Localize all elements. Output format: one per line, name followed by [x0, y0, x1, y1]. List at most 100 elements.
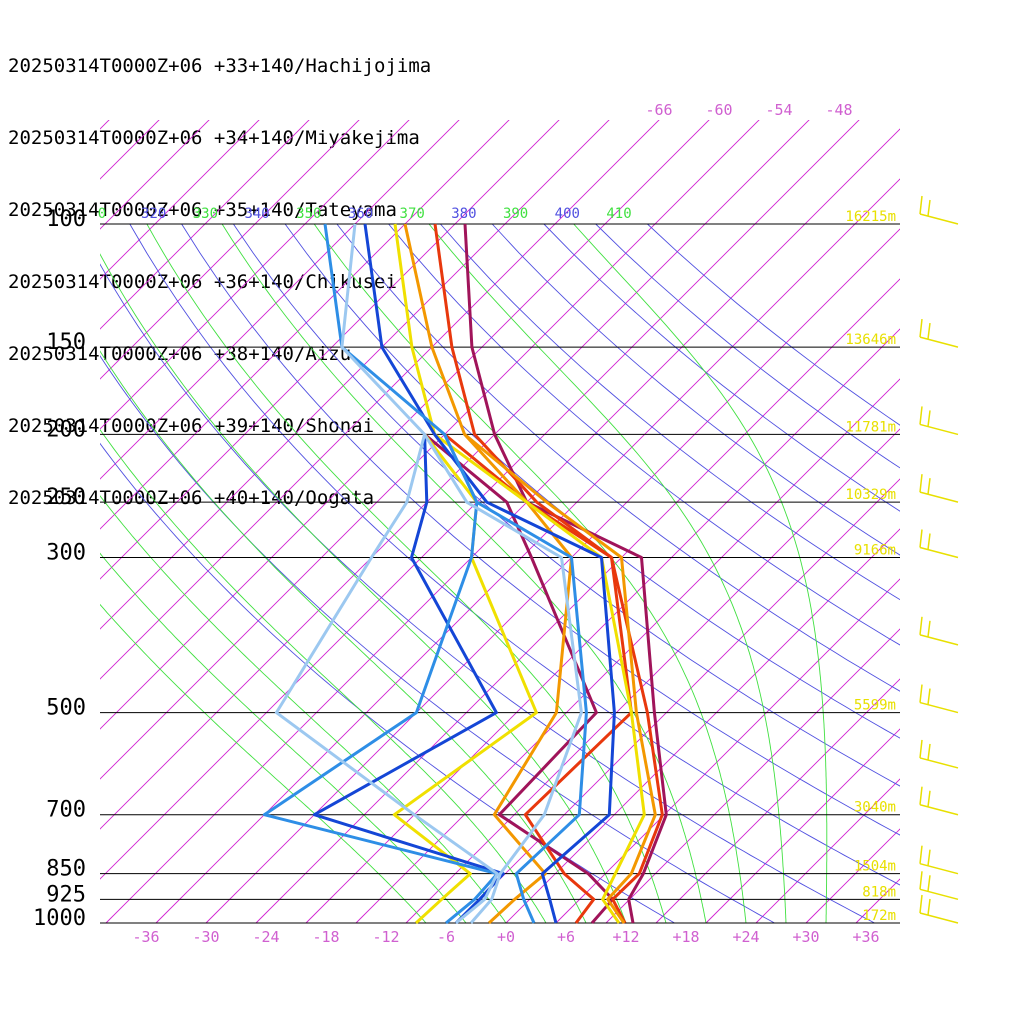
isotherm-line: [100, 120, 810, 830]
pressure-label: 500: [46, 696, 86, 721]
wind-barb-flag: [919, 195, 923, 215]
height-label: 818m: [862, 884, 896, 900]
theta-label: 390: [503, 206, 528, 222]
theta-label: 380: [451, 206, 476, 222]
wind-barb: [919, 546, 959, 559]
wind-barb-flag: [927, 898, 931, 916]
wind-barb-flag: [919, 845, 923, 864]
temperature-tick-label: +18: [672, 928, 699, 946]
wind-barb-flag: [919, 684, 923, 703]
isotherm-line: [205, 228, 900, 924]
temperature-profile-line: [403, 223, 657, 924]
wind-barb-flag: [919, 616, 923, 635]
theta-label: 330: [193, 206, 218, 222]
wind-barb-flag: [919, 529, 923, 548]
isotherm-line: [655, 678, 900, 924]
wind-barb-flag: [919, 894, 923, 914]
wind-barb-flag: [919, 474, 923, 493]
wind-barb-flag: [927, 849, 931, 866]
dewpoint-profile-line: [262, 433, 499, 924]
isotherm-line: [100, 120, 410, 430]
temperature-tick-label: -6: [437, 928, 455, 946]
isotherm-line: [805, 828, 900, 924]
isotherm-label: -60: [705, 101, 732, 119]
isotherm-line: [255, 278, 900, 924]
isotherm-line: [705, 728, 900, 924]
isotherm-label: -48: [825, 101, 852, 119]
isotherm-line: [100, 120, 710, 730]
temperature-profile-line: [463, 223, 668, 924]
temperature-profile-line: [340, 223, 583, 924]
isotherm-line: [100, 120, 860, 880]
isotherm-line: [100, 120, 610, 630]
wind-barb: [919, 757, 959, 769]
pressure-label: 700: [46, 798, 86, 823]
legend-entry-miyakejima: 20250314T0000Z+06 +34+140/Miyakejima: [8, 127, 420, 149]
wind-barb-flag: [919, 786, 923, 805]
isotherm-line: [100, 120, 660, 680]
wind-barb-flag: [927, 875, 931, 892]
wind-barb-flag: [927, 743, 931, 761]
chart-legend: 20250314T0000Z+06 +33+140/Hachijojima 20…: [8, 6, 431, 534]
dry-adiabat-line: [647, 223, 900, 426]
moist-adiabat-line: [221, 223, 707, 924]
wind-barb: [919, 634, 959, 646]
wind-barb-flag: [919, 739, 923, 759]
wind-barb: [919, 862, 959, 875]
isotherm-line: [305, 328, 900, 924]
height-label: 3040m: [854, 800, 896, 816]
height-label: 9166m: [854, 543, 896, 559]
wind-barb-flag: [927, 410, 931, 427]
height-label: 13646m: [845, 332, 896, 348]
isotherm-line: [100, 120, 560, 580]
height-label: 172m: [862, 908, 896, 924]
pressure-label: 100: [46, 207, 86, 232]
temperature-tick-label: +12: [612, 928, 639, 946]
legend-entry-oogata: 20250314T0000Z+06 +40+140/Oogata: [8, 487, 375, 509]
pressure-label: 150: [46, 330, 86, 355]
temperature-tick-label: -24: [252, 928, 279, 946]
temperature-tick-label: -30: [192, 928, 219, 946]
wind-barb: [919, 888, 959, 901]
isotherm-line: [555, 578, 900, 924]
legend-entry-tateyama: 20250314T0000Z+06 +35+140/Tateyama: [8, 199, 397, 221]
wind-barb: [919, 912, 959, 924]
height-label: 11781m: [845, 419, 896, 435]
isotherm-line: [906, 100, 1024, 923]
isotherm-line: [105, 128, 900, 924]
height-label: 1504m: [854, 859, 896, 875]
theta-label: 360: [348, 206, 373, 222]
isotherm-label: -66: [645, 101, 672, 119]
wind-barb: [919, 336, 959, 348]
isotherm-line: [455, 478, 900, 924]
height-label: 10329m: [845, 487, 896, 503]
theta-label: 340: [244, 206, 269, 222]
isotherm-line: [100, 120, 260, 280]
wind-barb: [919, 423, 959, 436]
temperature-tick-label: -18: [312, 928, 339, 946]
temperature-tick-label: -12: [372, 928, 399, 946]
temperature-profile-line: [363, 223, 616, 924]
theta-label: 400: [555, 206, 580, 222]
wind-barb-flag: [919, 406, 923, 425]
isotherm-line: [100, 120, 510, 530]
pressure-label: 1000: [33, 906, 86, 931]
isotherm-line: [100, 120, 160, 180]
wind-barb: [919, 213, 959, 225]
wind-barb-flag: [927, 478, 931, 495]
wind-barb: [919, 803, 959, 816]
legend-entry-hachijojima: 20250314T0000Z+06 +33+140/Hachijojima: [8, 55, 432, 77]
isotherm-line: [605, 628, 900, 924]
pressure-label: 250: [46, 485, 86, 510]
temperature-tick-label: +24: [732, 928, 759, 946]
temperature-tick-label: -36: [132, 928, 159, 946]
isotherm-line: [405, 428, 900, 924]
theta-label: 320: [141, 206, 166, 222]
dewpoint-profile-line: [274, 434, 499, 924]
isotherm-line: [100, 120, 310, 330]
dewpoint-profile-line: [463, 433, 573, 924]
isotherm-line: [755, 778, 900, 924]
isotherm-line: [155, 178, 900, 924]
dewpoint-profile-line: [312, 434, 505, 924]
wind-barb-flag: [919, 319, 923, 338]
